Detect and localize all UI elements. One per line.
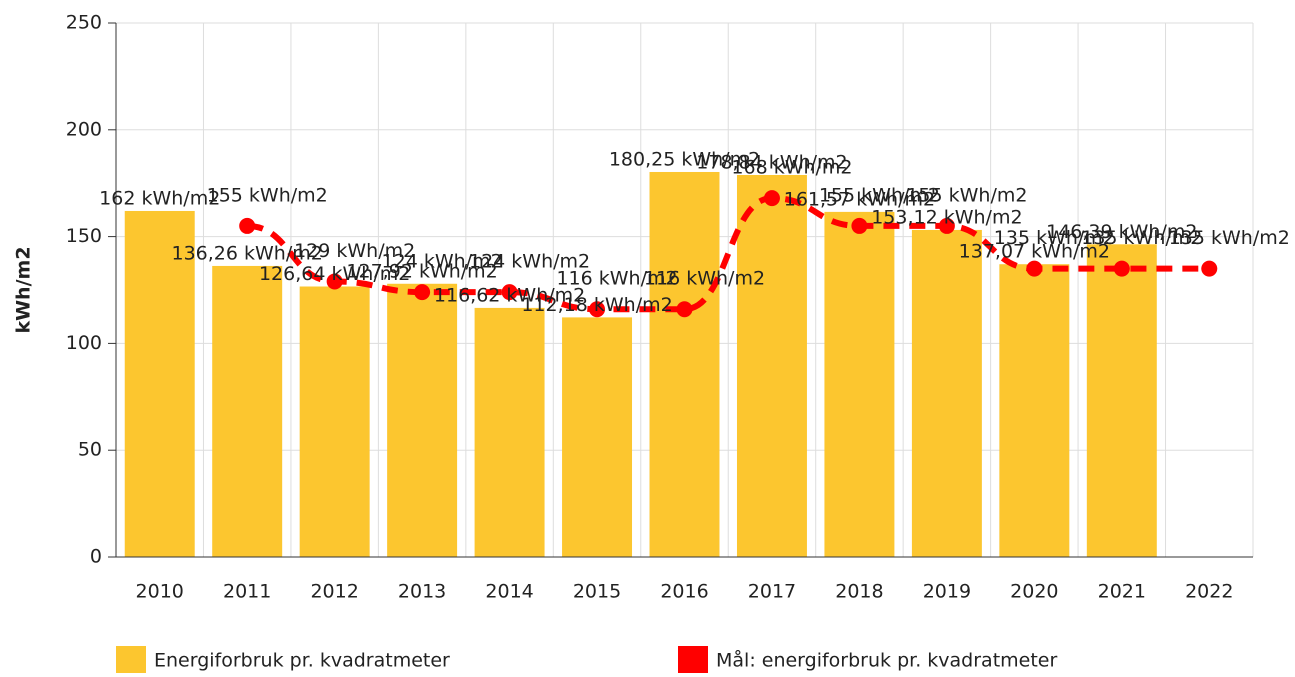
data-label: 155 kWh/m2 bbox=[207, 184, 328, 206]
x-tick-label: 2015 bbox=[573, 581, 621, 603]
x-tick-label: 2012 bbox=[310, 581, 358, 603]
data-label: 116,62 kWh/m2 bbox=[434, 284, 585, 306]
x-tick-label: 2019 bbox=[923, 581, 971, 603]
point bbox=[676, 301, 693, 318]
data-label: 153,12 kWh/m2 bbox=[871, 206, 1022, 228]
data-label: 135 kWh/m2 bbox=[1169, 227, 1290, 249]
x-tick-label: 2021 bbox=[1098, 581, 1146, 603]
data-label: 135 kWh/m2 bbox=[1081, 227, 1202, 249]
legend-swatch bbox=[116, 646, 146, 674]
data-label: 146,39 kWh/m2 bbox=[1046, 221, 1197, 243]
data-label: 124 kWh/m2 bbox=[469, 251, 590, 273]
data-label: 162 kWh/m2 bbox=[99, 187, 220, 209]
data-label: 124 kWh/m2 bbox=[382, 251, 503, 273]
x-tick-label: 2013 bbox=[398, 581, 446, 603]
x-tick-label: 2022 bbox=[1185, 581, 1233, 603]
data-label: 168 kWh/m2 bbox=[731, 157, 852, 179]
data-label: 116 kWh/m2 bbox=[556, 268, 677, 290]
point bbox=[501, 284, 518, 301]
data-label: 137,07 kWh/m2 bbox=[959, 241, 1110, 263]
x-tick-label: 2010 bbox=[136, 581, 184, 603]
data-label: 135 kWh/m2 bbox=[994, 227, 1115, 249]
y-axis-label: kWh/m2 bbox=[13, 246, 35, 333]
data-label: 161,57 kWh/m2 bbox=[784, 188, 935, 210]
point bbox=[589, 301, 606, 318]
y-tick-label: 100 bbox=[66, 332, 102, 354]
bar bbox=[212, 265, 283, 557]
point bbox=[1113, 260, 1130, 277]
legend-label: Energiforbruk pr. kvadratmeter bbox=[154, 650, 450, 672]
bar bbox=[1086, 244, 1157, 557]
bar bbox=[299, 286, 370, 557]
bar bbox=[999, 264, 1070, 557]
bar bbox=[387, 283, 458, 557]
legend-swatch bbox=[678, 646, 708, 674]
point bbox=[763, 190, 780, 207]
data-label: 136,26 kWh/m2 bbox=[172, 242, 323, 264]
bar bbox=[562, 317, 633, 557]
y-tick-label: 250 bbox=[66, 12, 102, 34]
data-label: 112,18 kWh/m2 bbox=[521, 294, 672, 316]
x-tick-label: 2017 bbox=[748, 581, 796, 603]
y-tick-label: 50 bbox=[78, 439, 102, 461]
point bbox=[326, 273, 343, 290]
x-tick-label: 2014 bbox=[485, 581, 533, 603]
x-tick-label: 2011 bbox=[223, 581, 271, 603]
x-tick-label: 2020 bbox=[1010, 581, 1058, 603]
bar bbox=[649, 171, 720, 557]
legend-label: Mål: energiforbruk pr. kvadratmeter bbox=[716, 649, 1057, 672]
bar bbox=[474, 307, 545, 557]
point bbox=[1201, 260, 1218, 277]
point bbox=[414, 284, 431, 301]
data-label: 178,84 kWh/m2 bbox=[696, 151, 847, 173]
point bbox=[851, 217, 868, 234]
x-tick-label: 2016 bbox=[660, 581, 708, 603]
y-tick-label: 150 bbox=[66, 225, 102, 247]
y-tick-label: 200 bbox=[66, 118, 102, 140]
data-label: 126,64 kWh/m2 bbox=[259, 263, 410, 285]
bar bbox=[911, 229, 982, 558]
point bbox=[1026, 260, 1043, 277]
data-label: 116 kWh/m2 bbox=[644, 268, 765, 290]
point bbox=[239, 217, 256, 234]
data-label: 155 kWh/m2 bbox=[819, 184, 940, 206]
data-label: 180,25 kWh/m2 bbox=[609, 148, 760, 170]
data-label: 127,92 kWh/m2 bbox=[346, 260, 497, 282]
y-tick-label: 0 bbox=[90, 546, 102, 568]
bar bbox=[736, 174, 807, 558]
bar bbox=[824, 211, 895, 557]
data-label: 129 kWh/m2 bbox=[294, 240, 415, 262]
bar bbox=[124, 210, 195, 557]
point bbox=[938, 217, 955, 234]
x-tick-label: 2018 bbox=[835, 581, 883, 603]
data-label: 155 kWh/m2 bbox=[906, 184, 1027, 206]
